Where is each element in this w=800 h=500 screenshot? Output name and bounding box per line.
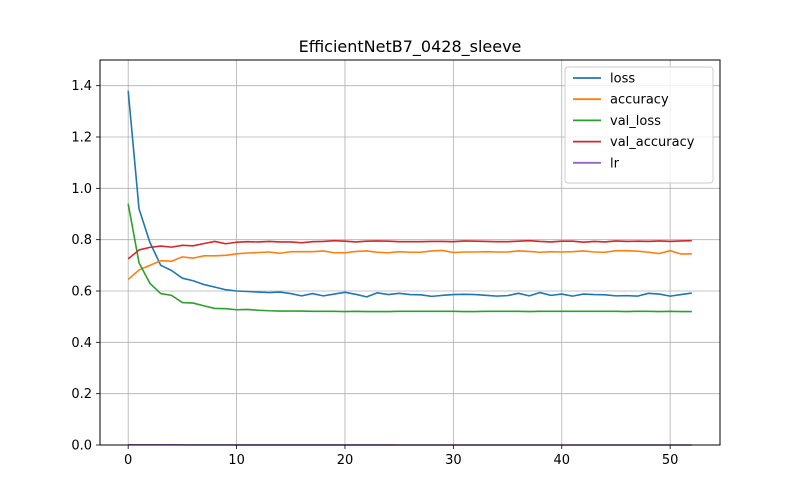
- y-tick-label: 1.0: [71, 182, 92, 197]
- x-tick-label: 30: [445, 453, 462, 468]
- series-line-val-loss: [127, 203, 692, 313]
- x-tick-label: 10: [228, 453, 245, 468]
- series-line-loss: [127, 90, 692, 298]
- y-tick-label: 0.6: [71, 285, 92, 300]
- y-tick-label: 0.4: [71, 336, 92, 351]
- legend-label: lr: [610, 156, 620, 171]
- series-line-val-accuracy: [127, 239, 692, 260]
- legend-box: [564, 66, 714, 184]
- y-tick-label: 0.8: [71, 233, 92, 248]
- legend-label: val_accuracy: [610, 135, 695, 150]
- legend-label: loss: [610, 72, 635, 87]
- y-tick-label: 1.2: [71, 131, 92, 146]
- x-tick-label: 50: [662, 453, 679, 468]
- x-tick-label: 40: [553, 453, 570, 468]
- x-tick-label: 0: [124, 453, 132, 468]
- y-tick-label: 0.2: [71, 387, 92, 402]
- legend-label: val_loss: [610, 114, 661, 129]
- y-tick-label: 1.4: [71, 79, 92, 94]
- series-line-accuracy: [127, 249, 692, 281]
- plot-area-frame: [99, 59, 721, 446]
- axis-ticks: 0 10 20 30 40 50 0.0 0.2 0.4 0.6 0.8 1.0 1.2 1.4: [71, 79, 678, 468]
- legend-label: accuracy: [610, 93, 669, 108]
- y-tick-label: 0.0: [71, 439, 92, 454]
- chart-title: EfficientNetB7_0428_sleeve: [299, 37, 522, 57]
- x-tick-label: 20: [337, 453, 354, 468]
